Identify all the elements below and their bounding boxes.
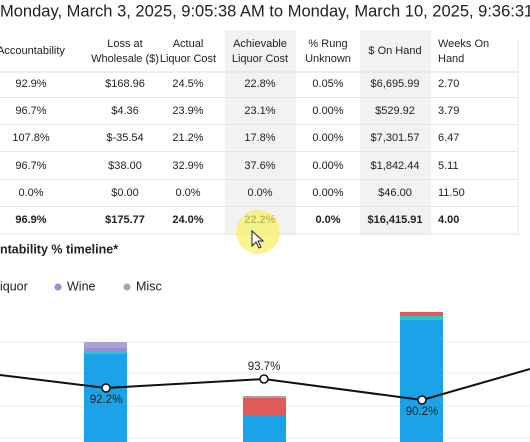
- column-header: Actual: [173, 38, 204, 50]
- table-cell: $529.92: [375, 105, 415, 117]
- table-cell: 0.00%: [312, 105, 343, 117]
- column-header: Liquor Cost: [232, 53, 288, 65]
- column-header: Loss at: [107, 38, 142, 50]
- bar-segment: [243, 398, 286, 416]
- bar-segment: [400, 312, 443, 316]
- table-cell: 0.05%: [312, 78, 343, 90]
- legend-label: Misc: [136, 279, 162, 293]
- table-cell: $4.36: [111, 105, 139, 117]
- legend-label: Wine: [67, 279, 96, 293]
- column-header: Hand: [438, 53, 464, 65]
- column-header: Accountability: [0, 45, 65, 57]
- line-point: [101, 383, 111, 393]
- line-continuation: [0, 374, 107, 389]
- date-range-title: Monday, March 3, 2025, 9:05:38 AM to Mon…: [0, 2, 530, 20]
- line-continuation: [421, 368, 530, 401]
- total-cell: $16,415.91: [367, 214, 422, 226]
- table-cell: 96.7%: [15, 105, 46, 117]
- column-header: Weeks On: [438, 38, 489, 50]
- column-header: Achievable: [233, 38, 287, 50]
- column-highlight: [360, 30, 431, 235]
- table-cell: 32.9%: [172, 160, 203, 172]
- table-cell: 0.0%: [247, 187, 272, 199]
- legend-label: iquor: [0, 279, 28, 293]
- table-cell: 6.47: [438, 132, 459, 144]
- table-cell: 23.9%: [172, 105, 203, 117]
- column-highlight: [225, 30, 296, 235]
- table-cell: 107.8%: [12, 132, 50, 144]
- table-cell: 37.6%: [244, 160, 275, 172]
- table-cell: 24.5%: [172, 78, 203, 90]
- table-cell: $6,695.99: [371, 78, 420, 90]
- table-cell: 22.8%: [244, 78, 275, 90]
- table-cell: 11.50: [438, 187, 465, 199]
- data-label: 93.7%: [248, 361, 281, 373]
- table-cell: $38.00: [108, 160, 142, 172]
- column-header: Unknown: [305, 53, 351, 65]
- table-cell: $168.96: [105, 78, 145, 90]
- table-cell: $-35.54: [106, 132, 143, 144]
- table-cell: 23.1%: [244, 105, 275, 117]
- table-cell: $7,301.57: [371, 132, 420, 144]
- table-cell: $1,842.44: [371, 160, 420, 172]
- mouse-cursor: [251, 229, 265, 249]
- line-point: [259, 374, 269, 384]
- total-cell: 0.0%: [315, 214, 340, 226]
- bar-segment: [84, 342, 127, 348]
- bar-segment: [243, 396, 286, 398]
- data-label: 92.2%: [90, 394, 123, 406]
- column-header: $ On Hand: [368, 45, 421, 57]
- total-cell: 96.9%: [15, 214, 46, 226]
- total-cell: 24.0%: [172, 214, 203, 226]
- table-cell: 5.11: [438, 160, 459, 172]
- bar-segment: [84, 348, 127, 351]
- table-cell: 21.2%: [172, 132, 203, 144]
- column-header: Liquor Cost: [160, 53, 216, 65]
- table-cell: 92.9%: [15, 78, 46, 90]
- table-cell: 2.70: [438, 78, 459, 90]
- table-cell: 3.79: [438, 105, 459, 117]
- legend-marker: [54, 283, 62, 291]
- cursor-highlight: [236, 210, 280, 254]
- bar-segment: [84, 351, 127, 354]
- column-header: % Rung: [308, 38, 347, 50]
- line-point: [417, 395, 427, 405]
- table-cell: 0.00%: [312, 132, 343, 144]
- bar-segment: [400, 316, 443, 320]
- table-cell: 96.7%: [15, 160, 46, 172]
- bar-segment: [400, 320, 443, 442]
- data-label: 90.2%: [406, 406, 439, 418]
- table-cell: 0.0%: [175, 187, 200, 199]
- table-cell: 0.00%: [312, 187, 343, 199]
- bar-segment: [243, 416, 286, 442]
- dynamic-layer: Accountability Loss at Wholesale ($) Actual…: [0, 38, 518, 418]
- column-header: Wholesale ($): [91, 53, 159, 65]
- legend-marker: [123, 283, 131, 291]
- total-cell: $175.77: [105, 214, 145, 226]
- table-cell: 17.8%: [244, 132, 275, 144]
- stacked-bars: [84, 312, 443, 442]
- table-cell: $46.00: [378, 187, 412, 199]
- bar-segment: [84, 354, 127, 442]
- table-cell: 0.0%: [18, 187, 43, 199]
- table-cell: 0.00%: [312, 160, 343, 172]
- table-cell: $0.00: [111, 187, 139, 199]
- chart-title: ntability % timeline*: [0, 242, 118, 256]
- total-cell: 4.00: [438, 214, 459, 226]
